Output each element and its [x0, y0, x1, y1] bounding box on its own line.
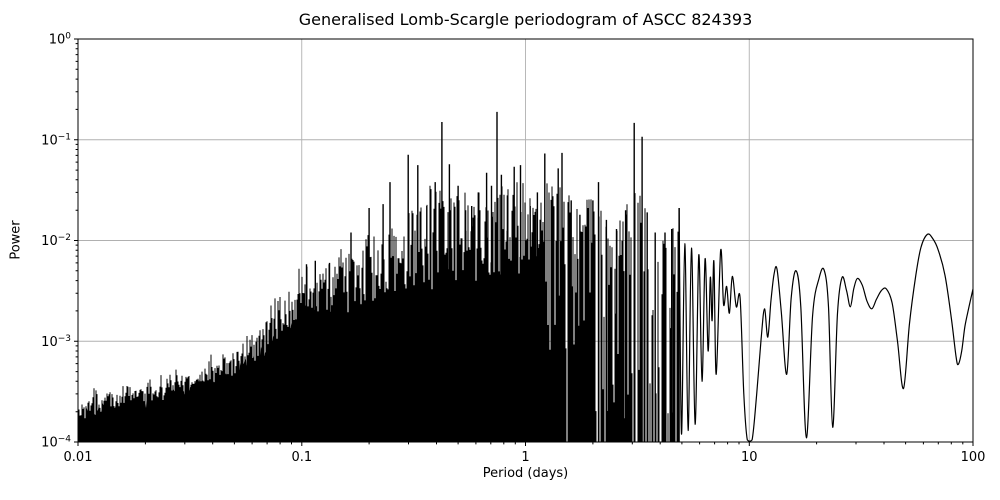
axis-ticks [74, 38, 974, 446]
x-tick-label: 10 [741, 450, 758, 465]
x-tick-label: 1 [521, 450, 529, 465]
y-tick-label: 10−2 [41, 233, 71, 249]
y-tick-label: 10−3 [41, 334, 71, 350]
x-tick-label: 100 [961, 450, 986, 465]
chart-title: Generalised Lomb-Scargle periodogram of … [298, 10, 753, 29]
periodogram-tail [678, 207, 974, 442]
y-tick-label: 100 [49, 32, 72, 48]
periodogram-noise-spikes [77, 176, 680, 442]
x-axis-label: Period (days) [482, 466, 569, 481]
y-tick-label: 10−4 [41, 435, 71, 451]
periodogram-peaks [305, 111, 680, 442]
y-tick-label: 10−1 [41, 132, 71, 148]
y-axis-label: Power [8, 220, 24, 260]
x-tick-label: 0.01 [64, 450, 93, 465]
x-tick-label: 0.1 [291, 450, 312, 465]
